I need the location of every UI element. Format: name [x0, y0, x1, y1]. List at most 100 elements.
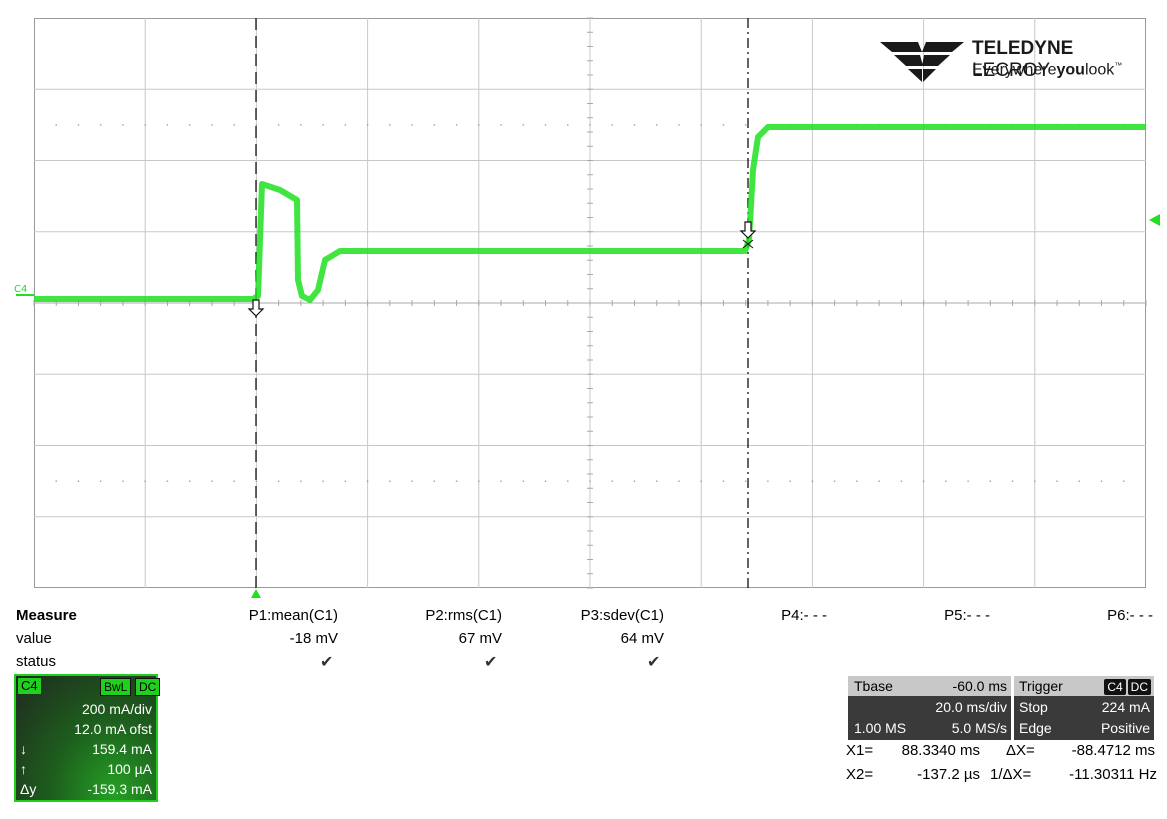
delta-y-label: Δy	[20, 781, 37, 797]
grid-dot	[544, 480, 547, 482]
coupling-badge: DC	[135, 678, 161, 696]
grid-dot	[300, 124, 302, 126]
measure-row-value-label: value	[16, 630, 52, 647]
trigger-time-marker-icon	[251, 589, 261, 598]
grid-dot	[589, 480, 591, 482]
grid-dot	[344, 124, 347, 126]
cursor-down-value: 159.4 mA	[92, 741, 152, 757]
measure-row-status-label: status	[16, 653, 57, 670]
measure-header: Measure	[16, 607, 77, 624]
grid-dot	[1056, 480, 1058, 482]
grid-dot	[99, 124, 102, 126]
grid-dot	[366, 480, 369, 482]
grid-dot	[655, 480, 658, 482]
grid-dot	[455, 480, 458, 482]
cursor-x1-cross	[742, 239, 754, 249]
grid-dot	[389, 124, 391, 126]
delta-y-value: -159.3 mA	[87, 781, 152, 797]
grid-dot	[611, 480, 614, 482]
timebase-label: Tbase	[854, 678, 893, 694]
grid-dot	[1011, 480, 1014, 482]
grid-dot	[1100, 480, 1103, 482]
param-p1-status-icon: ✔	[320, 654, 334, 671]
grid-dot	[789, 480, 791, 482]
cursor-up-value: 100 µA	[107, 761, 152, 777]
grid-dot	[99, 480, 102, 482]
bandwidth-limit-badge: BwL	[100, 678, 132, 696]
cursor-x2-value: -137.2 µs	[917, 766, 980, 783]
param-p3-value: 64 mV	[620, 630, 664, 647]
grid-dot	[589, 124, 591, 126]
grid-dot	[144, 124, 146, 126]
param-p3-name[interactable]: P3:sdev(C1)	[580, 607, 664, 624]
grid-dot	[900, 480, 903, 482]
grid-dot	[122, 480, 124, 482]
grid-dot	[166, 480, 169, 482]
grid-dot	[1122, 480, 1125, 482]
grid-dot	[277, 480, 280, 482]
grid-dot	[989, 480, 992, 482]
grid-dot	[322, 124, 324, 126]
grid-dot	[722, 124, 725, 126]
grid-dot	[678, 480, 680, 482]
grid-dot	[389, 480, 391, 482]
grid-dot	[633, 480, 636, 482]
cursor-x1-label: X1=	[846, 742, 874, 759]
grid-dot	[478, 480, 480, 482]
trigger-level: 224 mA	[1101, 699, 1150, 715]
cursor-x1-value: 88.3340 ms	[901, 742, 980, 759]
trace-c4	[34, 124, 1146, 303]
grid-dot	[722, 480, 725, 482]
grid-dot	[500, 124, 502, 126]
trigger-source: C4	[1104, 679, 1126, 695]
logo-tagline: Everywhereyoulook™	[972, 61, 1123, 79]
param-p2-name[interactable]: P2:rms(C1)	[425, 607, 502, 624]
grid-dot	[188, 480, 191, 482]
grid-dot	[678, 124, 680, 126]
grid-dot	[211, 124, 213, 126]
cursor-x1-marker-icon	[739, 221, 757, 239]
param-p2-status-icon: ✔	[484, 654, 498, 671]
grid-dot	[322, 480, 324, 482]
grid-dot	[255, 124, 258, 126]
trigger-level-marker-icon	[1149, 214, 1160, 226]
grid-dot	[455, 124, 458, 126]
grid-dot	[411, 480, 413, 482]
cursor-x2-label: X2=	[846, 766, 874, 783]
grid-dot	[700, 480, 702, 482]
grid-dot	[767, 480, 769, 482]
param-p5-name[interactable]: P5:- - -	[944, 607, 990, 624]
grid-dot	[300, 480, 302, 482]
grid-dot	[77, 124, 80, 126]
timebase-panel[interactable]: Tbase -60.0 ms 20.0 ms/div 1.00 MS 5.0 M…	[848, 676, 1011, 740]
grid-dot	[744, 124, 747, 126]
grid-dot	[611, 124, 614, 126]
grid-dot	[522, 124, 525, 126]
teledyne-logo-icon	[880, 42, 964, 82]
grid-dot	[166, 124, 169, 126]
cursor-up-icon: ↑	[20, 761, 27, 777]
grid-dot	[478, 124, 480, 126]
cursor-down-icon: ↓	[20, 741, 27, 757]
logo-brand: TELEDYNE LECROY	[972, 38, 1074, 81]
cursor-dx-label: ΔX=	[1006, 742, 1035, 759]
grid-dot	[122, 124, 124, 126]
param-p4-name[interactable]: P4:- - -	[781, 607, 827, 624]
channel-c4-box[interactable]: C4 BwL DC 200 mA/div 12.0 mA ofst ↓ 159.…	[14, 674, 161, 802]
channel-tag: C4	[18, 678, 41, 694]
trigger-panel[interactable]: Trigger C4 DC Stop 224 mA Edge Positive	[1014, 676, 1154, 740]
grid-dot	[188, 124, 191, 126]
cursor-inv-dx-label: 1/ΔX=	[990, 766, 1032, 783]
cursor-dx-value: -88.4712 ms	[1071, 742, 1155, 759]
param-p1-value: -18 mV	[289, 630, 338, 647]
grid-dot	[255, 480, 258, 482]
timebase-samples: 1.00 MS	[854, 720, 907, 736]
grid-dot	[211, 480, 213, 482]
teledyne-lecroy-logo: TELEDYNE LECROY Everywhereyoulook™	[878, 36, 1148, 86]
grid-dot	[344, 480, 347, 482]
param-p1-name[interactable]: P1:mean(C1)	[248, 607, 338, 624]
grid-dot	[55, 480, 58, 482]
param-p6-name[interactable]: P6:- - -	[1107, 607, 1153, 624]
grid-dot	[945, 480, 947, 482]
grid-dot	[366, 124, 369, 126]
